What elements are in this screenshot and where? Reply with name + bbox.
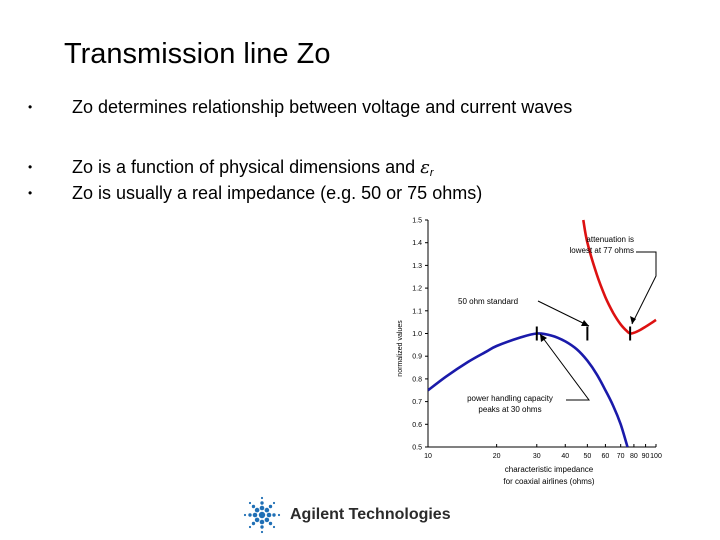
- x-tick-label: 10: [424, 453, 432, 460]
- bullet-text: Zo is a function of physical dimensions …: [72, 157, 416, 177]
- bullet-item: • Zo is a function of physical dimension…: [28, 156, 434, 184]
- annotation-text: peaks at 30 ohms: [478, 405, 541, 414]
- epsilon-subscript: r: [429, 167, 434, 179]
- annotation-arrowhead: [630, 316, 636, 324]
- y-axis-label: normalized values: [397, 320, 404, 377]
- annotation-arrowhead: [581, 320, 589, 326]
- bullet-text: Zo determines relationship between volta…: [72, 97, 573, 117]
- bullet-marker: •: [28, 100, 33, 114]
- annotation-leader-line: [537, 300, 590, 327]
- x-tick-label: 100: [650, 453, 662, 460]
- x-axis-label: for coaxial airlines (ohms): [503, 477, 594, 486]
- y-tick-label: 0.9: [412, 354, 422, 361]
- y-tick-label: 1.0: [412, 331, 422, 338]
- x-tick-label: 20: [493, 453, 501, 460]
- y-tick-label: 0.8: [412, 376, 422, 383]
- bullet-item: • Zo determines relationship between vol…: [28, 96, 572, 118]
- y-tick-label: 1.5: [412, 218, 422, 225]
- power-handling-series-line: [428, 332, 629, 447]
- y-tick-label: 1.4: [412, 240, 422, 247]
- slide-title: Transmission line Zo: [64, 38, 331, 70]
- annotation-arrowhead: [540, 334, 547, 342]
- y-tick-label: 0.5: [412, 445, 422, 452]
- bullet-marker: •: [28, 160, 33, 174]
- bullet-item: • Zo is usually a real impedance (e.g. 5…: [28, 182, 482, 204]
- x-tick-label: 60: [602, 453, 610, 460]
- annotation-text: attenuation is: [586, 235, 634, 244]
- y-tick-label: 1.2: [412, 286, 422, 293]
- attenuation-series-line: [582, 219, 657, 335]
- y-tick-label: 1.3: [412, 263, 422, 270]
- y-tick-label: 0.6: [412, 422, 422, 429]
- x-tick-label: 40: [561, 453, 569, 460]
- bullet-text: Zo is usually a real impedance (e.g. 50 …: [72, 183, 483, 203]
- annotation-leader-line: [631, 251, 657, 325]
- annotation-text: power handling capacity: [467, 394, 553, 403]
- x-tick-label: 30: [533, 453, 541, 460]
- y-tick-label: 1.1: [412, 308, 422, 315]
- annotation-text: 50 ohm standard: [458, 297, 518, 306]
- bullet-marker: •: [28, 186, 33, 200]
- y-tick-label: 0.7: [412, 399, 422, 406]
- x-tick-label: 50: [583, 453, 591, 460]
- x-axis-label: characteristic impedance: [505, 465, 594, 474]
- company-logo-text: Agilent Technologies: [290, 506, 451, 523]
- x-tick-label: 80: [630, 453, 638, 460]
- x-tick-label: 90: [642, 453, 650, 460]
- annotation-text: lowest at 77 ohms: [570, 246, 634, 255]
- x-tick-label: 70: [617, 453, 625, 460]
- epsilon-symbol: ε: [420, 157, 430, 178]
- annotation-leader-line: [539, 333, 590, 401]
